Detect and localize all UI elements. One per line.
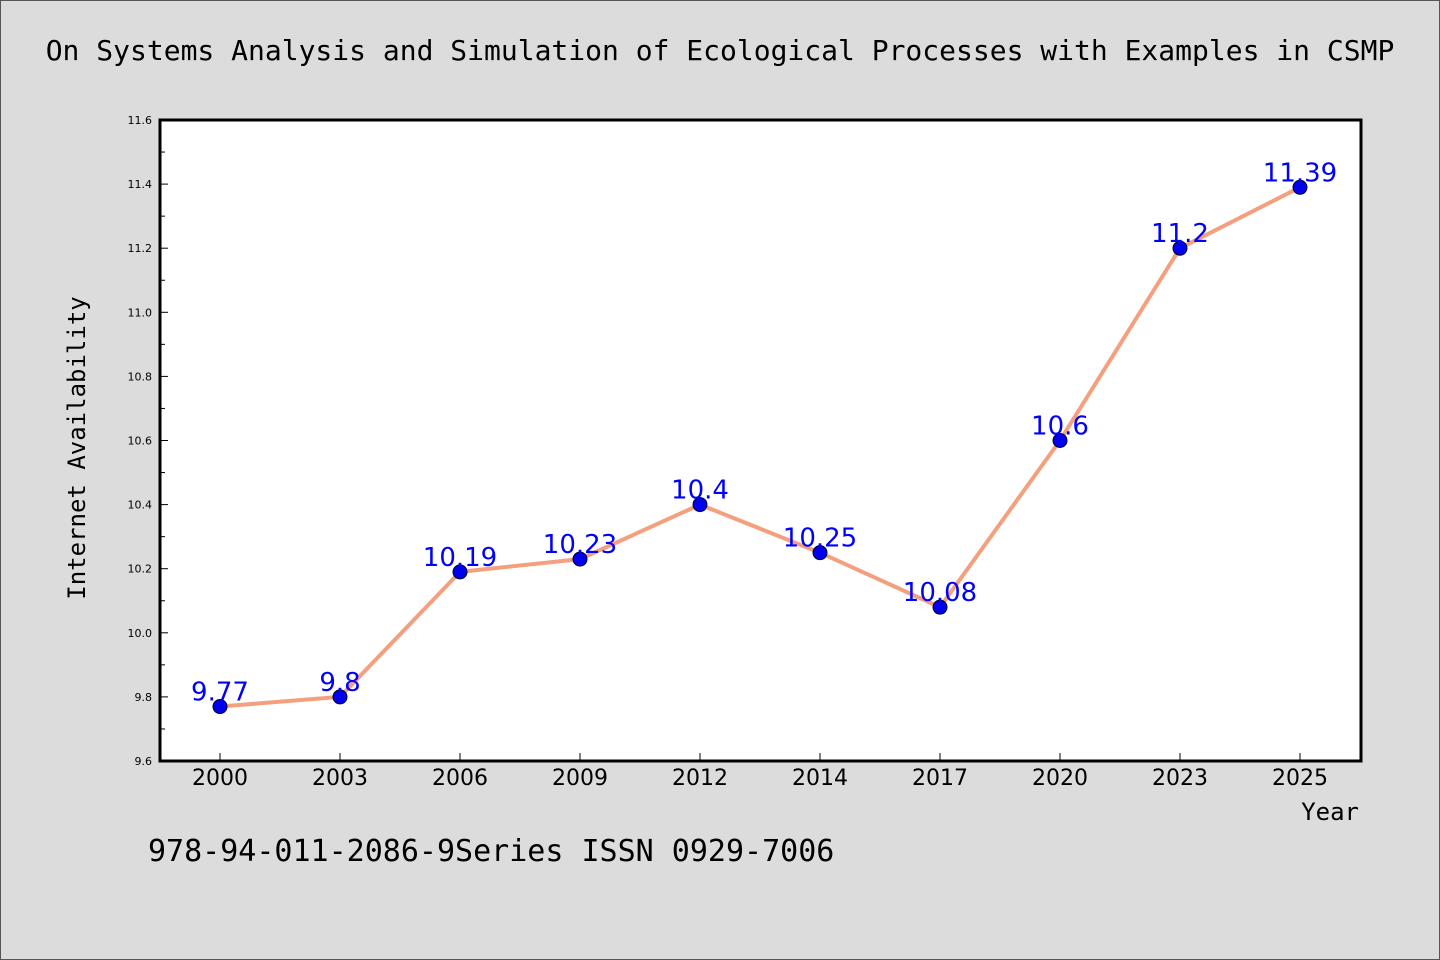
data-point — [812, 545, 828, 561]
y-tick-label: 11.2 — [128, 242, 153, 255]
y-tick-label: 11.0 — [128, 306, 153, 319]
x-tick-label: 2000 — [192, 766, 248, 791]
data-label: 10.6 — [1031, 412, 1089, 442]
data-label: 10.19 — [423, 543, 497, 573]
y-tick-label: 10.6 — [128, 435, 153, 448]
series-line — [218, 185, 1302, 709]
x-tick-label: 2003 — [312, 766, 368, 791]
x-tick-label: 2023 — [1152, 766, 1208, 791]
y-tick-label: 10.2 — [128, 563, 153, 576]
data-point — [452, 564, 468, 580]
x-axis: 2000 2003 2006 2009 2012 2014 2017 2020 2023 2025 — [192, 753, 1328, 791]
data-label: 11.39 — [1263, 158, 1337, 188]
plot-area — [158, 118, 1363, 763]
data-label: 10.08 — [903, 578, 977, 608]
y-tick-label: 10.0 — [128, 627, 153, 640]
y-tick-label: 11.6 — [128, 114, 153, 127]
y-tick-label: 10.8 — [128, 370, 153, 383]
y-axis-label: Internet Availability — [63, 296, 91, 599]
data-label: 10.25 — [783, 524, 857, 554]
x-tick-label: 2014 — [792, 766, 848, 791]
chart-title: On Systems Analysis and Simulation of Ec… — [45, 34, 1395, 67]
y-tick-label: 9.6 — [135, 755, 153, 768]
data-point — [332, 689, 348, 705]
x-tick-label: 2017 — [912, 766, 968, 791]
series-layer: 9.77 9.8 10.19 10.23 10.4 10.25 10.08 10.6 11.2 1… — [191, 158, 1337, 715]
y-tick-label: 10.4 — [128, 499, 153, 512]
data-label: 9.77 — [191, 678, 249, 708]
footer-text: 978-94-011-2086-9Series ISSN 0929-7006 — [148, 834, 835, 869]
x-axis-label: Year — [1301, 798, 1359, 826]
y-tick-label: 11.4 — [128, 178, 153, 191]
y-tick-label: 9.8 — [135, 691, 153, 704]
x-tick-label: 2006 — [432, 766, 488, 791]
x-tick-label: 2025 — [1272, 766, 1328, 791]
data-point — [1052, 433, 1068, 448]
data-point — [1172, 240, 1188, 256]
data-point — [692, 497, 708, 513]
x-tick-label: 2009 — [552, 766, 608, 791]
data-point — [572, 551, 588, 567]
data-label: 10.23 — [543, 530, 617, 560]
data-point — [212, 699, 228, 715]
x-tick-label: 2020 — [1032, 766, 1088, 791]
data-point — [932, 599, 948, 615]
data-label: 9.8 — [319, 668, 360, 698]
x-tick-label: 2012 — [672, 766, 728, 791]
data-label: 10.4 — [671, 476, 729, 506]
data-label: 11.2 — [1151, 219, 1209, 249]
y-axis: 9.6 9.8 10.0 10.2 10.4 10.6 10.8 11.0 11.2 11.4 11… — [128, 114, 168, 768]
data-point — [1292, 179, 1308, 195]
